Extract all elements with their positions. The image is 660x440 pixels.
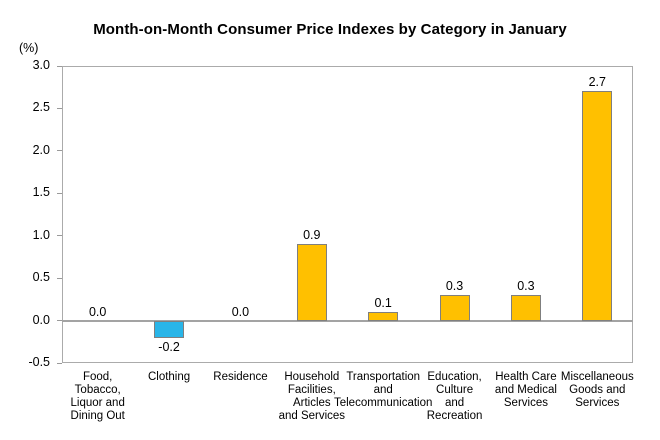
y-tick-mark: [57, 362, 62, 364]
bar-value-label: 0.9: [303, 228, 321, 243]
y-tick-label: 3.0: [32, 58, 50, 72]
y-tick-mark: [57, 277, 62, 279]
bar: [154, 320, 185, 338]
category-label: Clothing: [147, 371, 191, 383]
y-axis-unit-label: (%): [19, 41, 39, 55]
bar: [368, 312, 399, 321]
y-tick-mark: [57, 192, 62, 194]
category-label: Household Facilities, Articles and Servi…: [278, 371, 346, 422]
y-tick-label: 2.0: [32, 142, 50, 157]
bar: [510, 295, 541, 321]
y-tick-mark: [57, 320, 62, 322]
bar-value-label: 0.1: [374, 296, 392, 311]
category-label: Miscellaneous Goods and Services: [560, 371, 634, 409]
category-label: Residence: [213, 371, 268, 383]
bar-value-label: -0.2: [158, 339, 180, 354]
y-tick-label: 1.0: [32, 227, 50, 242]
y-tick-mark: [57, 65, 62, 67]
y-tick-mark: [57, 150, 62, 152]
y-tick-mark: [57, 107, 62, 109]
bar: [439, 295, 470, 321]
y-tick-label: -0.5: [28, 355, 50, 369]
bar-value-label: 2.7: [588, 75, 606, 90]
y-tick-label: 0.0: [32, 312, 50, 327]
y-tick-mark: [57, 235, 62, 237]
bar: [296, 244, 327, 321]
chart-title: Month-on-Month Consumer Price Indexes by…: [93, 21, 567, 38]
category-label: Education, Culture and Recreation: [426, 371, 483, 422]
zero-axis-line: [62, 319, 633, 322]
bar-value-label: 0.3: [517, 279, 535, 294]
bar-value-label: 0.0: [231, 304, 250, 319]
plot-area: [62, 66, 633, 363]
bar-value-label: 0.0: [88, 304, 107, 319]
y-tick-label: 1.5: [32, 185, 50, 200]
category-label: Transportation and Telecommunication: [333, 371, 433, 409]
y-tick-label: 2.5: [32, 100, 50, 115]
category-label: Food, Tobacco, Liquor and Dining Out: [70, 371, 125, 422]
category-label: Health Care and Medical Services: [494, 371, 557, 409]
y-tick-label: 0.5: [32, 270, 50, 285]
bar: [582, 91, 613, 321]
bar-value-label: 0.3: [445, 279, 464, 294]
